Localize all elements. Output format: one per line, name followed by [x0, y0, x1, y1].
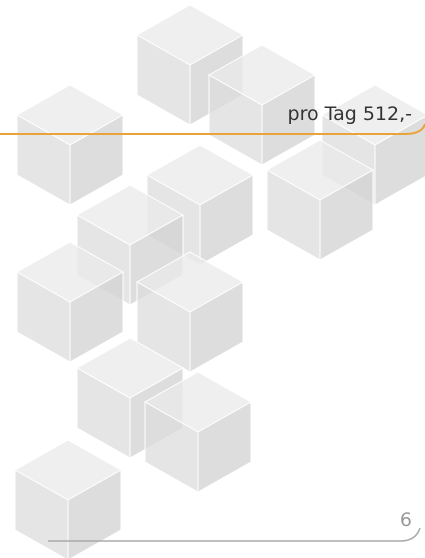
page-number: 6 — [400, 509, 412, 531]
page-canvas: pro Tag 512,- 6 — [0, 0, 425, 558]
price-label: pro Tag 512,- — [288, 103, 412, 125]
cube-pattern — [15, 5, 425, 558]
page: {"price_label": "pro Tag 512,-", "page_n… — [0, 0, 425, 558]
